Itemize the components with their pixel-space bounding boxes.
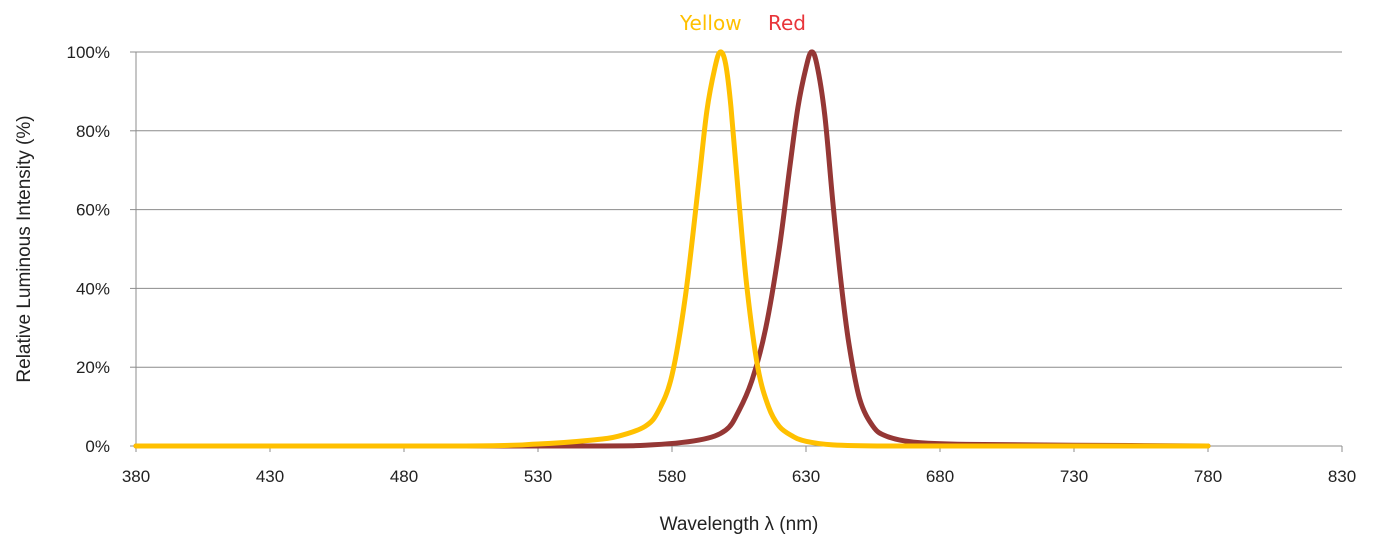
x-tick-label: 630	[792, 467, 820, 486]
y-tick-label: 100%	[67, 43, 110, 62]
y-tick-label: 60%	[76, 201, 110, 220]
x-tick-labels: 380 430 480 530 580 630 680 730 780 830	[122, 467, 1356, 486]
x-tick-label: 830	[1328, 467, 1356, 486]
x-tick-label: 730	[1060, 467, 1088, 486]
x-tick-label: 580	[658, 467, 686, 486]
x-tick-label: 430	[256, 467, 284, 486]
series-line-yellow	[133, 49, 1211, 449]
series-lines	[133, 49, 1211, 449]
legend-label-red: Red	[768, 11, 806, 35]
series-line-red	[133, 49, 1211, 449]
y-tick-labels: 0% 20% 40% 60% 80% 100%	[67, 43, 110, 456]
y-tick-label: 20%	[76, 358, 110, 377]
legend: Yellow Red	[679, 11, 806, 35]
x-tick-label: 680	[926, 467, 954, 486]
y-tick-label: 0%	[85, 437, 110, 456]
x-tick-label: 380	[122, 467, 150, 486]
x-tick-label: 530	[524, 467, 552, 486]
y-axis-title: Relative Luminous Intensity (%)	[14, 115, 35, 382]
legend-label-yellow: Yellow	[679, 11, 742, 35]
x-tick-label: 780	[1194, 467, 1222, 486]
axes	[130, 51, 1343, 452]
x-tick-label: 480	[390, 467, 418, 486]
y-tick-label: 80%	[76, 122, 110, 141]
x-axis-title: Wavelength λ (nm)	[660, 514, 819, 535]
y-tick-label: 40%	[76, 279, 110, 298]
